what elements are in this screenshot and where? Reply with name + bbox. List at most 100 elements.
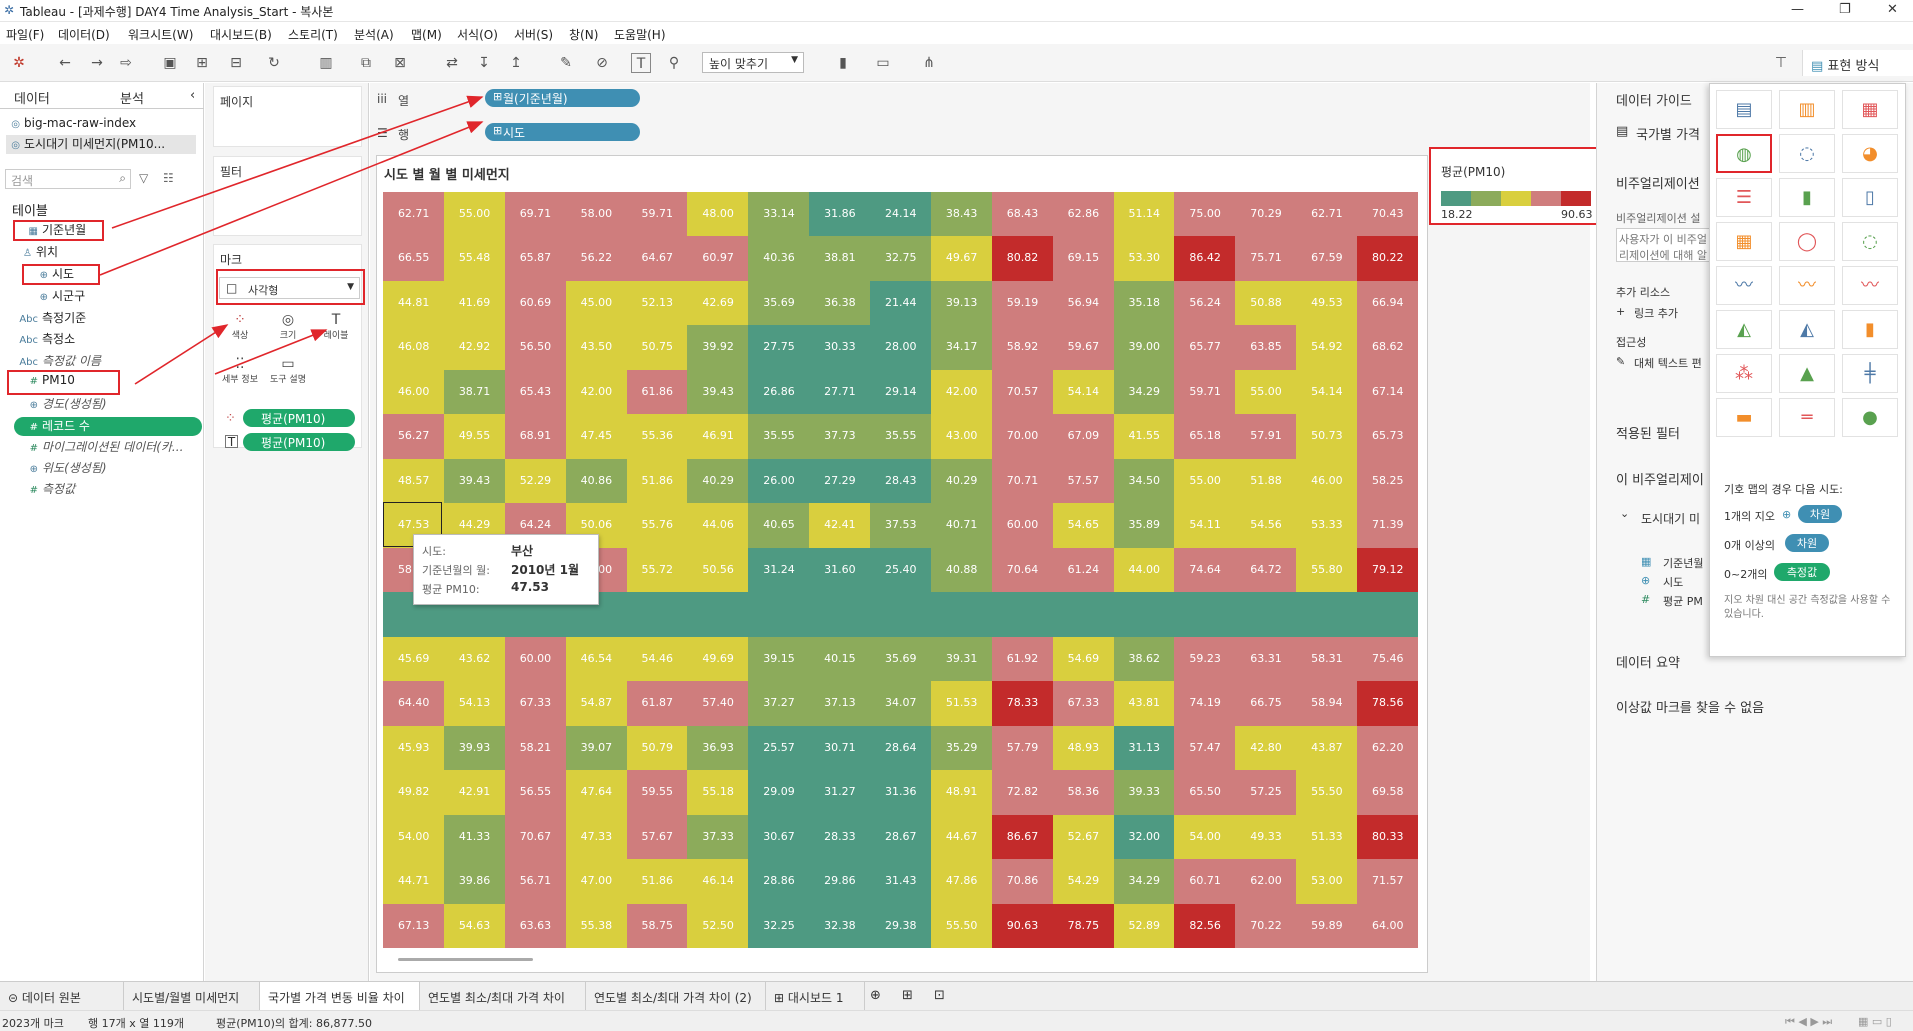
heatmap-cell[interactable]: 40.36 (748, 236, 810, 282)
heatmap-cell[interactable]: 61.86 (626, 369, 688, 415)
heatmap-cell[interactable]: 28.67 (870, 814, 932, 860)
heatmap-cell[interactable]: 44.00 (1113, 547, 1175, 593)
field-item[interactable]: Abc 측정기준 (14, 309, 86, 328)
save-icon[interactable]: ▣ (163, 55, 177, 71)
heatmap-cell[interactable]: 57.57 (1052, 458, 1115, 504)
heatmap-cell[interactable]: 54.69 (1052, 636, 1115, 682)
chart-type-thumb-icon[interactable]: ⁂ (1716, 354, 1772, 393)
heatmap-cell[interactable]: 42.69 (687, 280, 749, 326)
heatmap-cell[interactable]: 45.93 (383, 725, 445, 771)
heatmap-cell[interactable]: 43.81 (1113, 681, 1175, 727)
chart-type-thumb-icon[interactable]: ▮ (1842, 310, 1898, 349)
heatmap-cell[interactable]: 59.55 (626, 770, 688, 816)
heatmap-cell[interactable]: 50.75 (626, 325, 688, 371)
heatmap-cell[interactable]: 39.13 (930, 280, 993, 326)
heatmap-cell[interactable]: 62.20 (1357, 725, 1419, 771)
heatmap-cell[interactable]: 64.72 (1235, 547, 1297, 593)
filter-icon[interactable]: ▽ (139, 171, 149, 185)
detail-button[interactable]: ⁚⁚ 세부 정보 (218, 353, 262, 395)
heatmap-cell[interactable]: 55.00 (1174, 458, 1236, 504)
heatmap-cell[interactable]: 65.43 (504, 369, 567, 415)
heatmap-cell[interactable]: 67.13 (383, 903, 445, 949)
heatmap-cell[interactable]: 86.42 (1174, 236, 1236, 282)
color-button[interactable]: ⁘ 색상 (218, 309, 262, 351)
heatmap-cell[interactable]: 37.53 (870, 503, 932, 549)
new-story-icon[interactable]: ⊡ (934, 988, 945, 1003)
heatmap-cell[interactable]: 52.13 (626, 280, 688, 326)
heatmap-cell[interactable]: 48.57 (383, 458, 445, 504)
heatmap-cell[interactable]: 41.33 (443, 814, 506, 860)
chart-type-thumb-icon[interactable]: ▲ (1779, 354, 1835, 393)
heatmap-cell[interactable]: 72.82 (991, 770, 1054, 816)
tab-analysis[interactable]: 분석 (120, 92, 144, 107)
menu-help[interactable]: 도움말(H) (614, 28, 666, 42)
heatmap-cell[interactable]: 36.38 (809, 280, 871, 326)
heatmap-cell[interactable]: 46.00 (1296, 458, 1358, 504)
chart-type-thumb-icon[interactable]: ☰ (1716, 178, 1772, 217)
description-input[interactable]: 사용자가 이 비주얼리제이션에 대해 알아야 하는 설명을 입력 (1616, 228, 1716, 262)
heatmap-cell[interactable]: 66.75 (1235, 681, 1297, 727)
heatmap-cell[interactable]: 54.46 (626, 636, 688, 682)
heatmap-cell[interactable]: 49.82 (383, 770, 445, 816)
field-item[interactable]: ▦ 기준년월 (14, 221, 87, 240)
heatmap-cell[interactable]: 34.07 (870, 681, 932, 727)
heatmap-cell[interactable]: 56.71 (504, 859, 567, 905)
heatmap-cell[interactable]: 48.00 (687, 192, 749, 237)
menu-dashboard[interactable]: 대시보드(B) (210, 28, 272, 42)
view-options-icon[interactable]: ☷ (163, 171, 174, 185)
field-item[interactable]: # 마이그레이션된 데이터(카... (14, 438, 184, 457)
chart-type-thumb-icon[interactable]: ▤ (1716, 90, 1772, 129)
heatmap-cell[interactable]: 44.67 (930, 814, 993, 860)
heatmap-cell[interactable]: 31.36 (870, 770, 932, 816)
redo-icon[interactable]: → (91, 55, 103, 71)
tooltip-button[interactable]: ▭ 도구 설명 (266, 353, 310, 395)
heatmap-cell[interactable]: 51.53 (930, 681, 993, 727)
heatmap-cell[interactable]: 70.86 (991, 859, 1054, 905)
heatmap-cell[interactable] (1357, 592, 1419, 638)
refresh-icon[interactable]: ↻ (268, 55, 280, 71)
heatmap-cell[interactable]: 54.13 (443, 681, 506, 727)
heatmap-cell[interactable]: 49.69 (687, 636, 749, 682)
heatmap-cell[interactable]: 31.60 (809, 547, 871, 593)
chart-type-thumb-icon[interactable]: ● (1842, 398, 1898, 437)
heatmap-cell[interactable]: 57.47 (1174, 725, 1236, 771)
heatmap-cell[interactable]: 82.56 (1174, 903, 1236, 949)
heatmap-cell[interactable]: 39.43 (687, 369, 749, 415)
fix-axes-icon[interactable]: ⚲ (668, 55, 680, 71)
heatmap-cell[interactable]: 41.55 (1113, 414, 1175, 460)
heatmap-cell[interactable]: 55.72 (626, 547, 688, 593)
chart-type-thumb-icon[interactable]: ▮ (1779, 178, 1835, 217)
heatmap-cell[interactable]: 78.75 (1052, 903, 1115, 949)
heatmap-cell[interactable]: 80.82 (991, 236, 1054, 282)
heatmap-cell[interactable] (626, 592, 688, 638)
heatmap-cell[interactable]: 56.94 (1052, 280, 1115, 326)
add-link-button[interactable]: 링크 추가 (1634, 307, 1678, 320)
heatmap-cell[interactable]: 40.65 (748, 503, 810, 549)
presentation-icon[interactable]: ▭ (876, 55, 890, 71)
field-item[interactable]: # 레코드 수 (14, 417, 202, 436)
heatmap-cell[interactable]: 44.06 (687, 503, 749, 549)
tab-datasource[interactable]: ⊝ 데이터 원본 (0, 982, 124, 1011)
heatmap-cell[interactable]: 40.15 (809, 636, 871, 682)
heatmap-cell[interactable]: 38.43 (930, 192, 993, 237)
heatmap-cell[interactable]: 58.36 (1052, 770, 1115, 816)
heatmap-cell[interactable]: 41.69 (443, 280, 506, 326)
heatmap-cell[interactable]: 51.86 (626, 458, 688, 504)
menu-analysis[interactable]: 분석(A) (354, 28, 394, 42)
heatmap-cell[interactable]: 63.63 (504, 903, 567, 949)
heatmap-cell[interactable]: 46.08 (383, 325, 445, 371)
heatmap-cell[interactable]: 65.87 (504, 236, 567, 282)
heatmap-cell[interactable]: 90.63 (991, 903, 1054, 949)
heatmap-cell[interactable]: 49.53 (1296, 280, 1358, 326)
heatmap-cell[interactable]: 40.29 (930, 458, 993, 504)
heatmap-cell[interactable]: 39.33 (1113, 770, 1175, 816)
heatmap-cell[interactable]: 49.33 (1235, 814, 1297, 860)
new-datasource-icon[interactable]: ⊞ (196, 55, 208, 71)
heatmap-cell[interactable] (687, 592, 749, 638)
heatmap-cell[interactable]: 54.56 (1235, 503, 1297, 549)
heatmap-cell[interactable]: 48.93 (1052, 725, 1115, 771)
highlight-icon[interactable]: ✎ (560, 55, 572, 71)
heatmap-cell[interactable]: 45.00 (565, 280, 628, 326)
heatmap-cell[interactable] (1174, 592, 1236, 638)
show-me-button[interactable]: ▤ 표현 방식 (1802, 50, 1913, 76)
